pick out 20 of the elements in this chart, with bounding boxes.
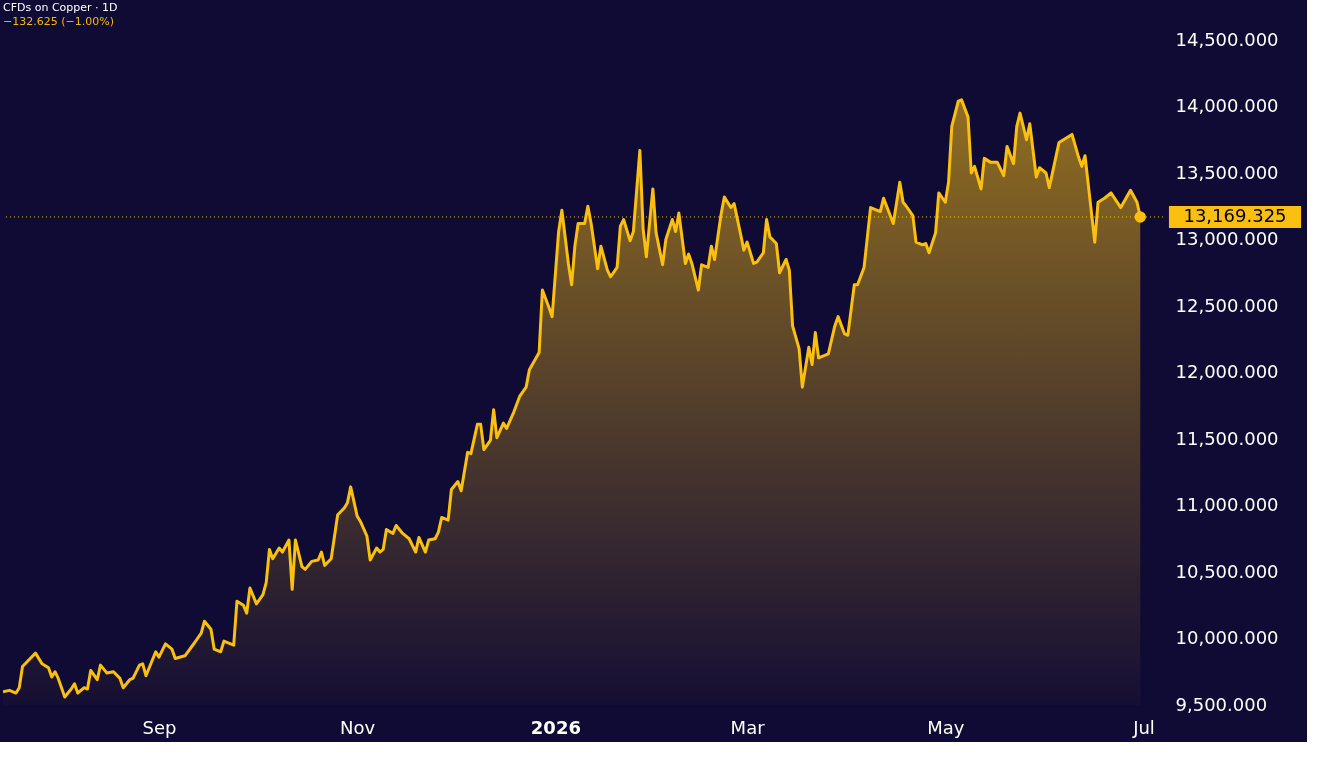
y-tick-label: 12,000.000 [1175,361,1279,382]
y-tick-label: 11,000.000 [1175,494,1279,515]
y-tick-label: 9,500.000 [1175,693,1268,715]
x-tick-label: Mar [730,716,766,738]
y-tick-label: 10,500.000 [1175,560,1279,582]
y-tick-label: 12,500.000 [1175,294,1279,316]
y-tick-label: 11,500.000 [1175,427,1279,449]
annotation: 13,169.325 [1183,204,1287,226]
y-tick-label: 14,500.000 [1175,28,1279,50]
y-tick-label: 13,500.000 [1175,161,1279,183]
chart-title: CFDs on Copper · 1D [3,1,118,14]
x-tick-label: 2026 [530,716,581,738]
y-tick-label: 10,000.000 [1175,627,1279,648]
chart-subtitle: −132.625 (−1.00%) [3,15,114,28]
x-tick-label: Jul [1132,716,1155,738]
x-tick-label: Nov [340,716,376,738]
y-tick-label: 14,000.000 [1175,95,1279,116]
y-tick-label: 13,000.000 [1175,228,1279,249]
x-tick-label: Sep [142,716,177,738]
x-tick-label: May [927,716,965,738]
